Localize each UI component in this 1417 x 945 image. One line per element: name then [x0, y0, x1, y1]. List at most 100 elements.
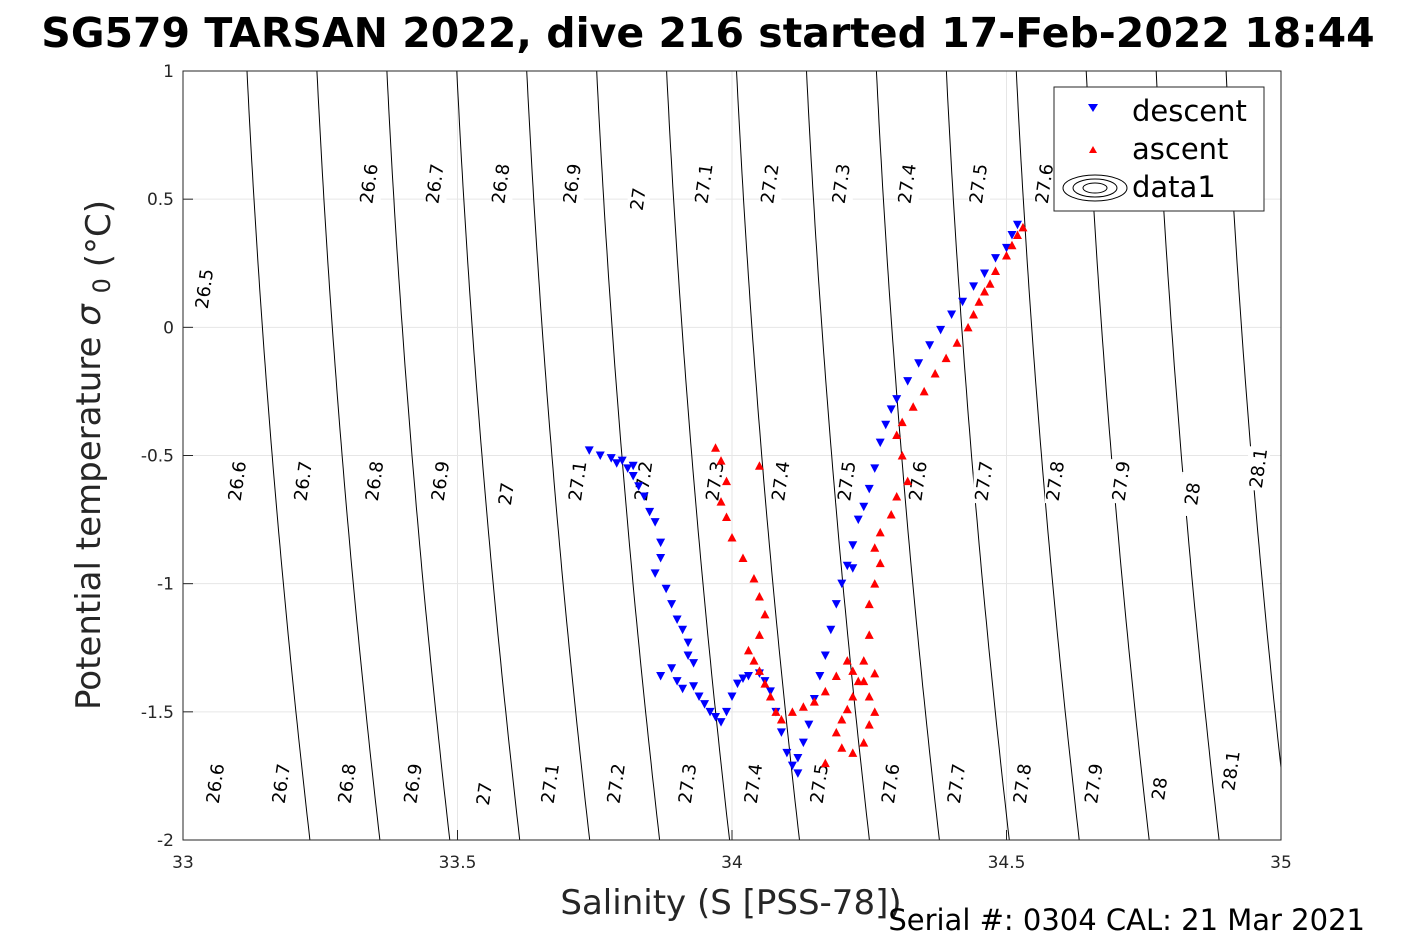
contour-label-bg — [567, 459, 590, 504]
legend-descent-label: descent — [1132, 94, 1247, 128]
x-tick-label: 33 — [172, 853, 194, 873]
ascent-point — [974, 297, 984, 306]
y-tick-label: 0.5 — [147, 190, 174, 210]
ascent-point — [765, 691, 775, 701]
descent-point — [743, 671, 753, 681]
y-axis-label-symbol: σ — [69, 303, 109, 326]
descent-point — [1012, 220, 1022, 230]
ascent-point — [749, 656, 759, 665]
descent-point — [936, 325, 946, 335]
isopycnal-line — [1015, 71, 1080, 840]
ascent-point — [754, 461, 764, 470]
descent-point — [864, 484, 874, 494]
ascent-point — [952, 338, 962, 347]
descent-point — [678, 625, 688, 635]
ascent-point — [760, 679, 770, 688]
contour-label-bg — [880, 761, 903, 806]
descent-point — [831, 600, 841, 609]
contour-label-bg — [896, 161, 919, 206]
descent-point — [947, 310, 957, 320]
ascent-point — [985, 279, 995, 288]
ascent-point — [864, 630, 874, 639]
descent-point — [853, 515, 863, 525]
descent-point — [732, 679, 742, 689]
ascent-point — [1012, 230, 1022, 240]
contour-label-bg — [1182, 471, 1205, 516]
descent-point — [656, 554, 666, 563]
descent-point — [793, 753, 803, 763]
contour-label: 28 — [1181, 481, 1205, 507]
ascent-point — [749, 574, 759, 583]
descent-point — [925, 341, 935, 350]
ascent-point — [1002, 251, 1011, 260]
contour-label-bg — [1033, 161, 1056, 206]
ascent-point — [963, 322, 973, 332]
descent-point — [793, 769, 803, 778]
contour-label-bg — [704, 459, 727, 504]
ascent-point — [864, 599, 874, 609]
isopycnal-line — [456, 71, 521, 840]
ascent-point — [754, 591, 764, 601]
contour-label: 27 — [473, 781, 497, 807]
ascent-point — [848, 691, 858, 701]
isopycnal-line — [596, 71, 661, 840]
contour-label-bg — [336, 761, 359, 806]
descent-point — [617, 456, 627, 466]
contour-label-bg — [1044, 459, 1067, 504]
ascent-point — [754, 630, 764, 639]
ascent-point — [848, 666, 858, 675]
ascent-point — [760, 609, 770, 619]
legend-ascent-label: ascent — [1132, 132, 1228, 166]
contour-label: 28 — [1148, 776, 1172, 802]
ascent-point — [820, 686, 830, 696]
contour-label-bg — [1110, 459, 1133, 504]
ascent-point — [842, 656, 852, 665]
descent-point — [837, 579, 847, 589]
ascent-point — [787, 707, 797, 716]
descent-point — [612, 459, 622, 468]
contour-label-bg — [907, 459, 930, 504]
descent-point — [848, 564, 858, 573]
ascent-point — [897, 417, 907, 427]
isopycnal-line — [806, 71, 870, 840]
contour-label-bg — [1149, 766, 1172, 811]
contour-label-bg — [193, 266, 216, 311]
legend-box — [1053, 86, 1265, 212]
isopycnal-line — [246, 71, 311, 840]
serial-calibration-footer: Serial #: 0304 CAL: 21 Mar 2021 — [888, 903, 1365, 937]
descent-point — [639, 492, 649, 502]
descent-point — [716, 718, 726, 727]
contour-label-bg — [270, 761, 293, 806]
ascent-point — [991, 266, 1001, 275]
ascent-point — [859, 676, 869, 686]
ascent-point — [980, 286, 990, 296]
legend-contour-icon — [1062, 174, 1128, 202]
contour-label-bg — [677, 761, 700, 806]
ascent-point — [848, 748, 858, 757]
descent-point — [903, 377, 913, 386]
ascent-point — [716, 456, 726, 465]
descent-point — [672, 677, 682, 686]
ascent-point — [870, 543, 880, 552]
descent-point — [969, 282, 979, 291]
ascent-point — [837, 743, 847, 752]
ascent-point — [738, 553, 748, 563]
descent-point — [606, 454, 616, 463]
descent-point — [815, 671, 825, 681]
descent-point — [689, 659, 699, 668]
contour-label-bg — [836, 459, 859, 504]
descent-point — [661, 584, 671, 594]
ascent-point — [771, 707, 781, 716]
descent-point — [650, 518, 660, 527]
ascent-point — [886, 509, 896, 519]
ascent-point — [776, 715, 786, 724]
descent-point — [711, 712, 721, 722]
x-tick-label: 34 — [721, 853, 743, 873]
ascent-point — [875, 527, 885, 537]
ascent-point — [754, 666, 764, 675]
descent-point — [645, 507, 655, 517]
contour-label-bg — [770, 459, 793, 504]
ascent-point — [722, 476, 732, 486]
contour-label-bg — [204, 761, 227, 806]
